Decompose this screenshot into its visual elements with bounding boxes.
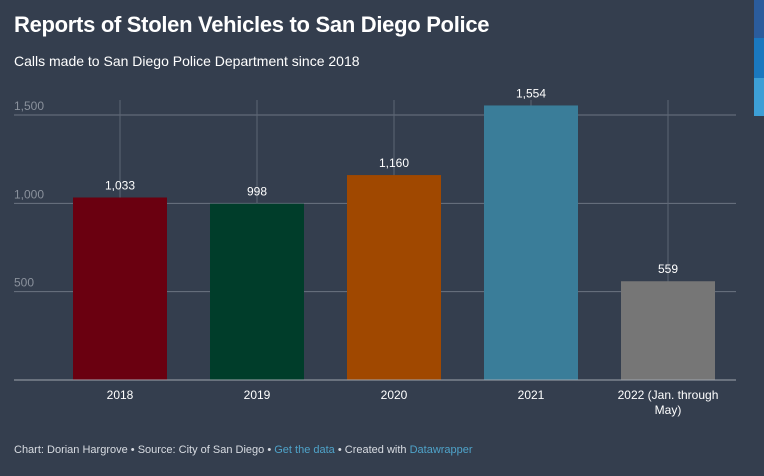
value-label: 559 bbox=[658, 262, 678, 276]
chart-subtitle: Calls made to San Diego Police Departmen… bbox=[14, 53, 360, 69]
bar-2022 bbox=[621, 281, 715, 380]
x-tick-label: 2020 bbox=[381, 388, 408, 402]
bar-2020 bbox=[347, 175, 441, 380]
bar-2019 bbox=[210, 203, 304, 380]
x-tick-label: May) bbox=[655, 403, 682, 417]
datawrapper-link[interactable]: Datawrapper bbox=[409, 444, 473, 456]
y-tick-label: 1,500 bbox=[14, 99, 44, 113]
value-label: 998 bbox=[247, 185, 267, 199]
x-tick-label: 2018 bbox=[107, 388, 134, 402]
get-data-link[interactable]: Get the data bbox=[274, 444, 335, 456]
side-strip-middle bbox=[754, 38, 764, 78]
y-tick-label: 1,000 bbox=[14, 187, 44, 201]
y-tick-label: 500 bbox=[14, 276, 34, 290]
x-tick-label: 2021 bbox=[518, 388, 545, 402]
separator: • bbox=[127, 444, 138, 456]
separator: • bbox=[264, 444, 275, 456]
chart-footer: Chart: Dorian Hargrove • Source: City of… bbox=[14, 444, 473, 456]
source-credit: Source: City of San Diego bbox=[137, 444, 265, 456]
x-tick-label: 2019 bbox=[244, 388, 271, 402]
value-label: 1,554 bbox=[516, 86, 546, 100]
bar-2021 bbox=[484, 105, 578, 381]
separator: • bbox=[334, 444, 345, 456]
value-label: 1,033 bbox=[105, 179, 135, 193]
chart-credit: Chart: Dorian Hargrove bbox=[14, 444, 128, 456]
x-tick-label: 2022 (Jan. through bbox=[618, 388, 719, 402]
bar-chart: 500 1,000 1,500 1,033 2018 998 2019 1,160 2020 1,… bbox=[14, 86, 736, 417]
chart-title: Reports of Stolen Vehicles to San Diego … bbox=[14, 12, 490, 37]
created-with-text: Created with bbox=[344, 444, 407, 456]
side-strip-bottom bbox=[754, 78, 764, 116]
value-label: 1,160 bbox=[379, 156, 409, 170]
bar-2018 bbox=[73, 197, 167, 380]
side-strip-top bbox=[754, 0, 764, 38]
